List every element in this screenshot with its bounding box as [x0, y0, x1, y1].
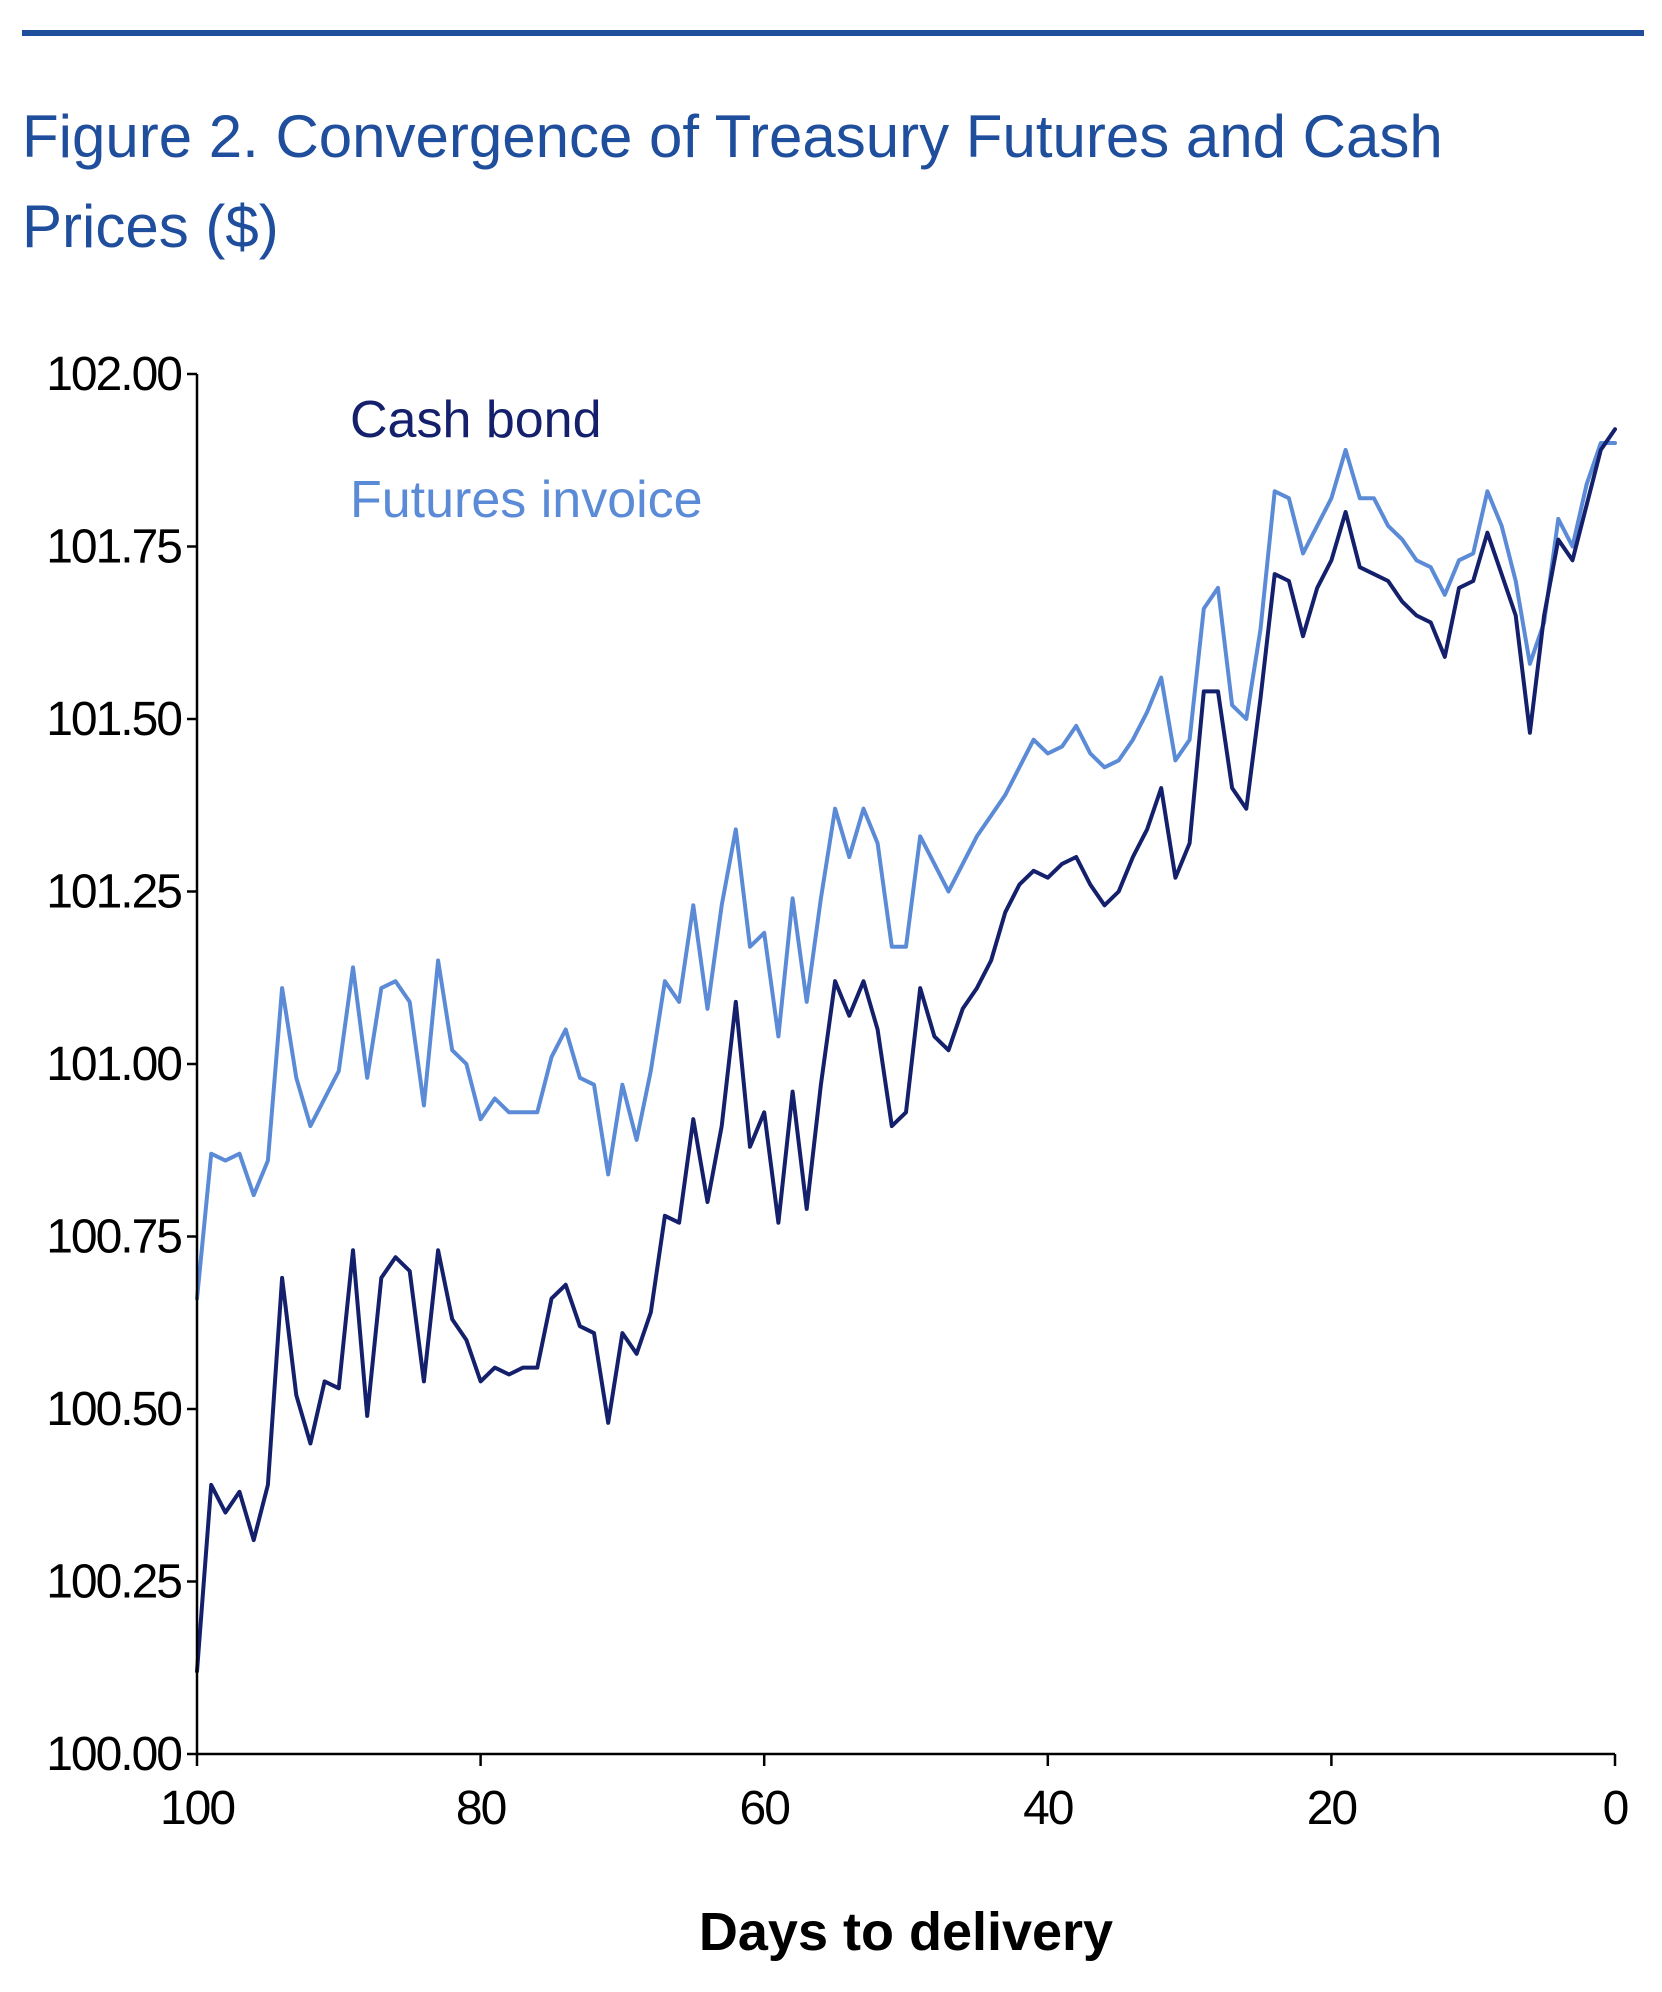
y-tick-label: 101.75 [46, 521, 181, 574]
y-tick-label: 100.75 [46, 1211, 181, 1264]
series-line-futures-invoice [195, 441, 1617, 1301]
y-tick-label: 100.00 [46, 1728, 181, 1781]
x-tick-label: 20 [1307, 1782, 1357, 1835]
y-tick-label: 102.00 [46, 348, 181, 401]
y-tick-label: 101.50 [46, 693, 181, 746]
y-tick-label: 100.25 [46, 1556, 181, 1609]
x-tick-label: 0 [1603, 1782, 1628, 1835]
x-tick-label: 100 [160, 1782, 234, 1835]
y-tick-label: 101.00 [46, 1038, 181, 1091]
y-tick-label: 100.50 [46, 1383, 181, 1436]
chart-title: Figure 2. Convergence of Treasury Future… [22, 103, 1443, 260]
series-line-cash-bond [195, 427, 1617, 1674]
legend: Cash bond Futures invoice [350, 391, 703, 529]
x-tick-label: 60 [740, 1782, 790, 1835]
y-tick-label: 101.25 [46, 866, 181, 919]
x-axis-title: Days to delivery [699, 1902, 1113, 1962]
x-tick-label: 40 [1023, 1782, 1073, 1835]
x-tick-label: 80 [456, 1782, 506, 1835]
plot-area [195, 427, 1617, 1674]
tick-labels: 102.00 101.75 101.50 101.25 101.00 100.75 100.… [46, 348, 1629, 1835]
legend-label-futures-invoice: Futures invoice [350, 471, 703, 529]
legend-label-cash-bond: Cash bond [350, 391, 602, 449]
axes [187, 372, 1617, 1766]
top-rule [22, 30, 1644, 36]
